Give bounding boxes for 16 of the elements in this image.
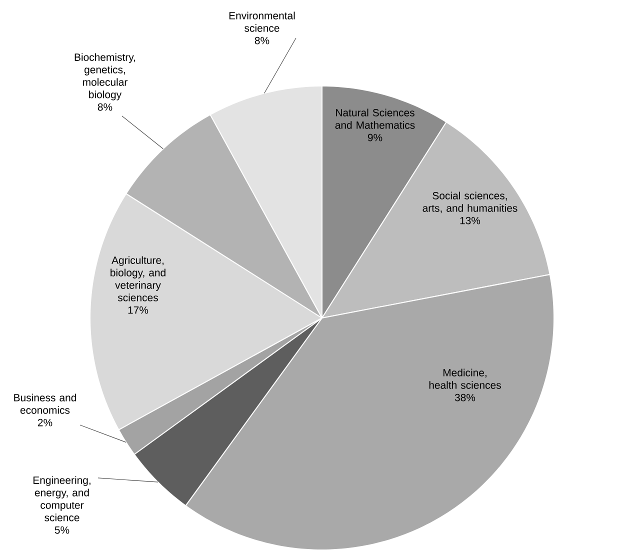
slice-label: Biochemistry, genetics, molecular biology bbox=[74, 53, 136, 100]
slice-label: Engineering, energy, and computer science bbox=[33, 476, 90, 522]
data-label: 5% bbox=[54, 526, 70, 534]
data-label: 8% bbox=[254, 36, 270, 44]
slice-label: Environmental science bbox=[229, 12, 295, 32]
data-label: 17% bbox=[128, 306, 148, 314]
data-label: 38% bbox=[454, 394, 476, 402]
slice-label: Business and economics bbox=[14, 394, 76, 414]
slice-label: Agriculture, biology, and veterinary sciences bbox=[110, 256, 166, 302]
slice-label: Natural Sciences and Mathematics bbox=[335, 108, 415, 129]
data-label: 9% bbox=[368, 134, 382, 142]
data-label: 13% bbox=[460, 216, 480, 224]
data-label: 8% bbox=[98, 103, 112, 111]
data-label: 2% bbox=[38, 418, 52, 426]
slice-label: Social sciences, arts, and humanities bbox=[422, 192, 518, 214]
slice-label: Medicine, health sciences bbox=[429, 368, 501, 389]
